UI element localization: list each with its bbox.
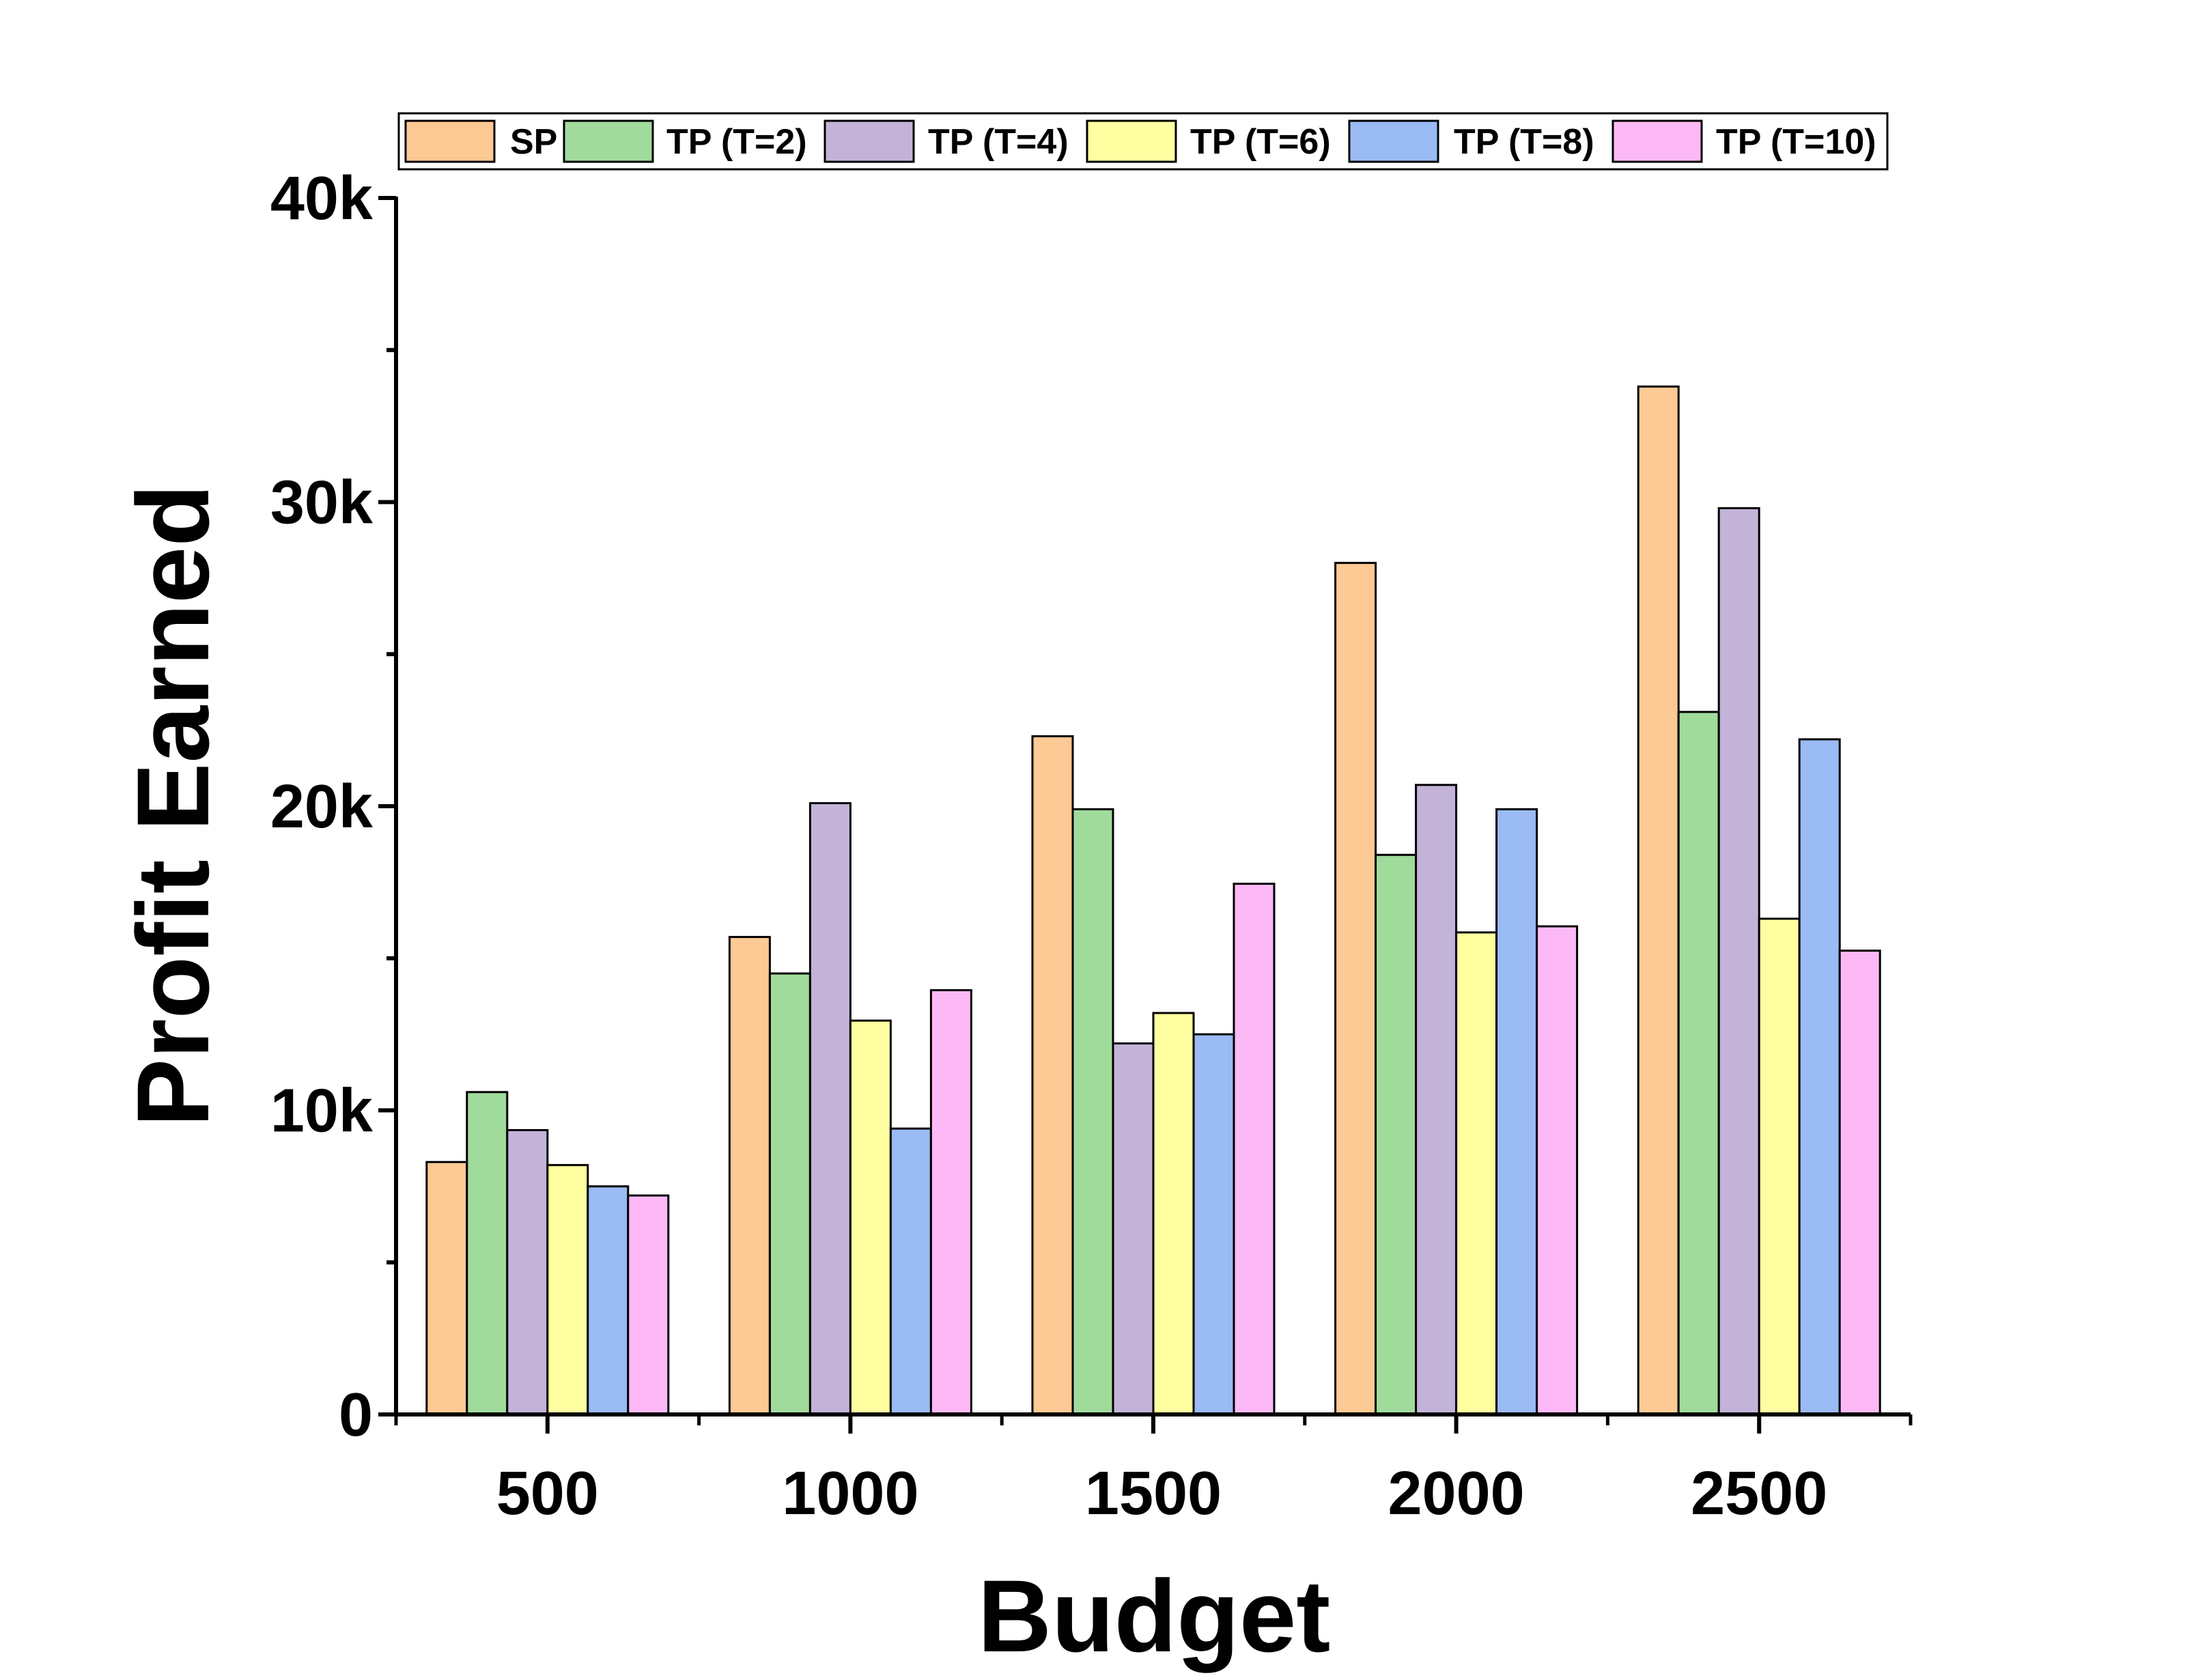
bar [1375,853,1418,1416]
bar [728,936,771,1416]
bar [1798,738,1841,1416]
y-tick-label: 30k [270,469,374,537]
x-tick-label: 1000 [782,1460,918,1528]
legend-label: SP [510,122,557,162]
legend-label: TP (T=4) [928,122,1069,162]
bar [1637,385,1680,1416]
bar [1112,1042,1155,1416]
y-ticks: 0 10k 20k 30k 40k [270,165,396,1449]
x-tick-label: 2500 [1691,1460,1827,1528]
bar [768,972,811,1416]
legend-label: TP (T=10) [1716,122,1876,162]
legend: SP TP (T=2) TP (T=4) TP (T=6) TP (T=8) TP (T=… [397,112,1889,171]
legend-swatch [824,119,915,163]
x-ticks: 500 1000 1500 2000 2500 [394,1414,1913,1528]
y-tick-label: 20k [270,773,374,841]
bar [889,1127,932,1416]
bars [425,385,1881,1416]
bar [1334,562,1377,1416]
bar [808,802,851,1416]
bar [466,1091,509,1416]
legend-swatch [1086,119,1177,163]
legend-label: TP (T=8) [1454,122,1594,162]
x-tick-label: 2000 [1388,1460,1524,1528]
bar [546,1164,589,1416]
x-tick-label: 500 [496,1460,599,1528]
legend-swatch [404,119,496,163]
legend-label: TP (T=6) [1190,122,1331,162]
bar [627,1194,670,1416]
legend-swatch [563,119,654,163]
bar [587,1185,630,1416]
bar [1495,808,1538,1416]
bar [1455,931,1498,1416]
bar [1031,735,1074,1416]
y-axis-title: Profit Earned [115,484,230,1127]
x-axis-title: Budget [978,1558,1331,1673]
bar [1677,711,1720,1416]
bar [1717,507,1760,1416]
legend-label: TP (T=2) [666,122,807,162]
y-tick-label: 40k [270,165,374,233]
bar [425,1161,468,1416]
bar [1071,808,1114,1416]
legend-swatch [1611,119,1703,163]
y-tick-label: 0 [339,1381,373,1449]
bar [1192,1033,1235,1416]
bar [929,989,972,1416]
legend-swatch [1348,119,1439,163]
bar [506,1128,549,1416]
bar [1233,883,1276,1416]
bar [1758,917,1801,1416]
bar [1536,925,1579,1416]
x-tick-label: 1500 [1085,1460,1222,1528]
bar [849,1019,892,1416]
bar [1152,1012,1195,1416]
y-tick-label: 10k [270,1077,374,1145]
bar [1838,950,1881,1416]
bar [1415,784,1458,1416]
